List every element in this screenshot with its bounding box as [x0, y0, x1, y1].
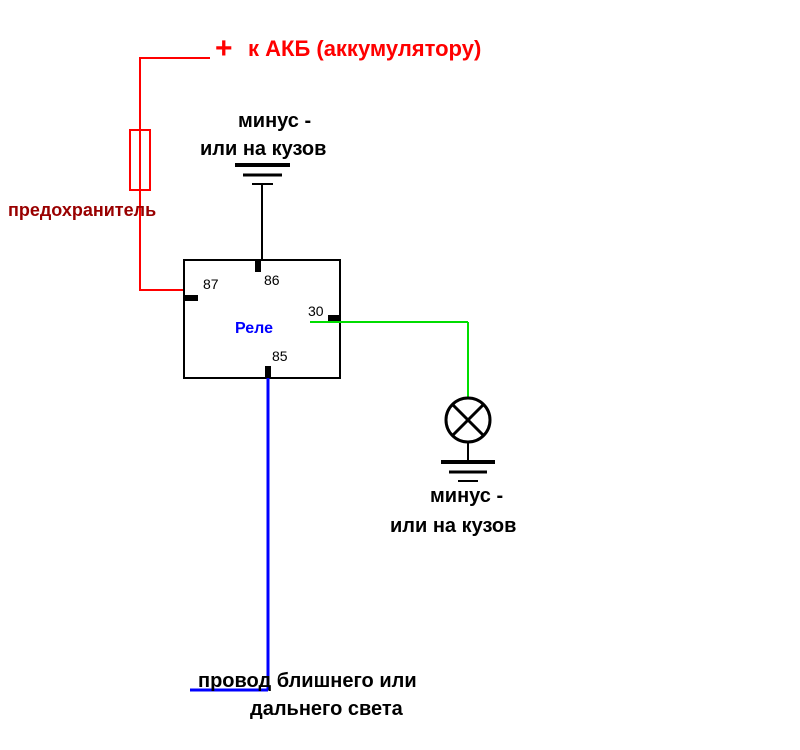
circuit-diagram: + к АКБ (аккумулятору) предохранитель ми…	[0, 0, 800, 750]
fuse-label: предохранитель	[8, 200, 156, 221]
minus-top-line1: минус -	[238, 110, 311, 133]
pin-30-label: 30	[308, 303, 324, 319]
wire-label-line2: дальнего света	[250, 698, 403, 721]
relay-label: Реле	[235, 320, 273, 338]
pin-87-label: 87	[203, 276, 219, 292]
wire-label-line1: провод блишнего или	[198, 670, 417, 693]
minus-bot-line1: минус -	[430, 485, 503, 508]
minus-top-line2: или на кузов	[200, 138, 326, 161]
battery-label: к АКБ (аккумулятору)	[248, 36, 481, 62]
wiring-svg	[0, 0, 800, 750]
pin-85-label: 85	[272, 348, 288, 364]
minus-bot-line2: или на кузов	[390, 515, 516, 538]
plus-symbol: +	[215, 32, 233, 66]
pin-86-label: 86	[264, 272, 280, 288]
